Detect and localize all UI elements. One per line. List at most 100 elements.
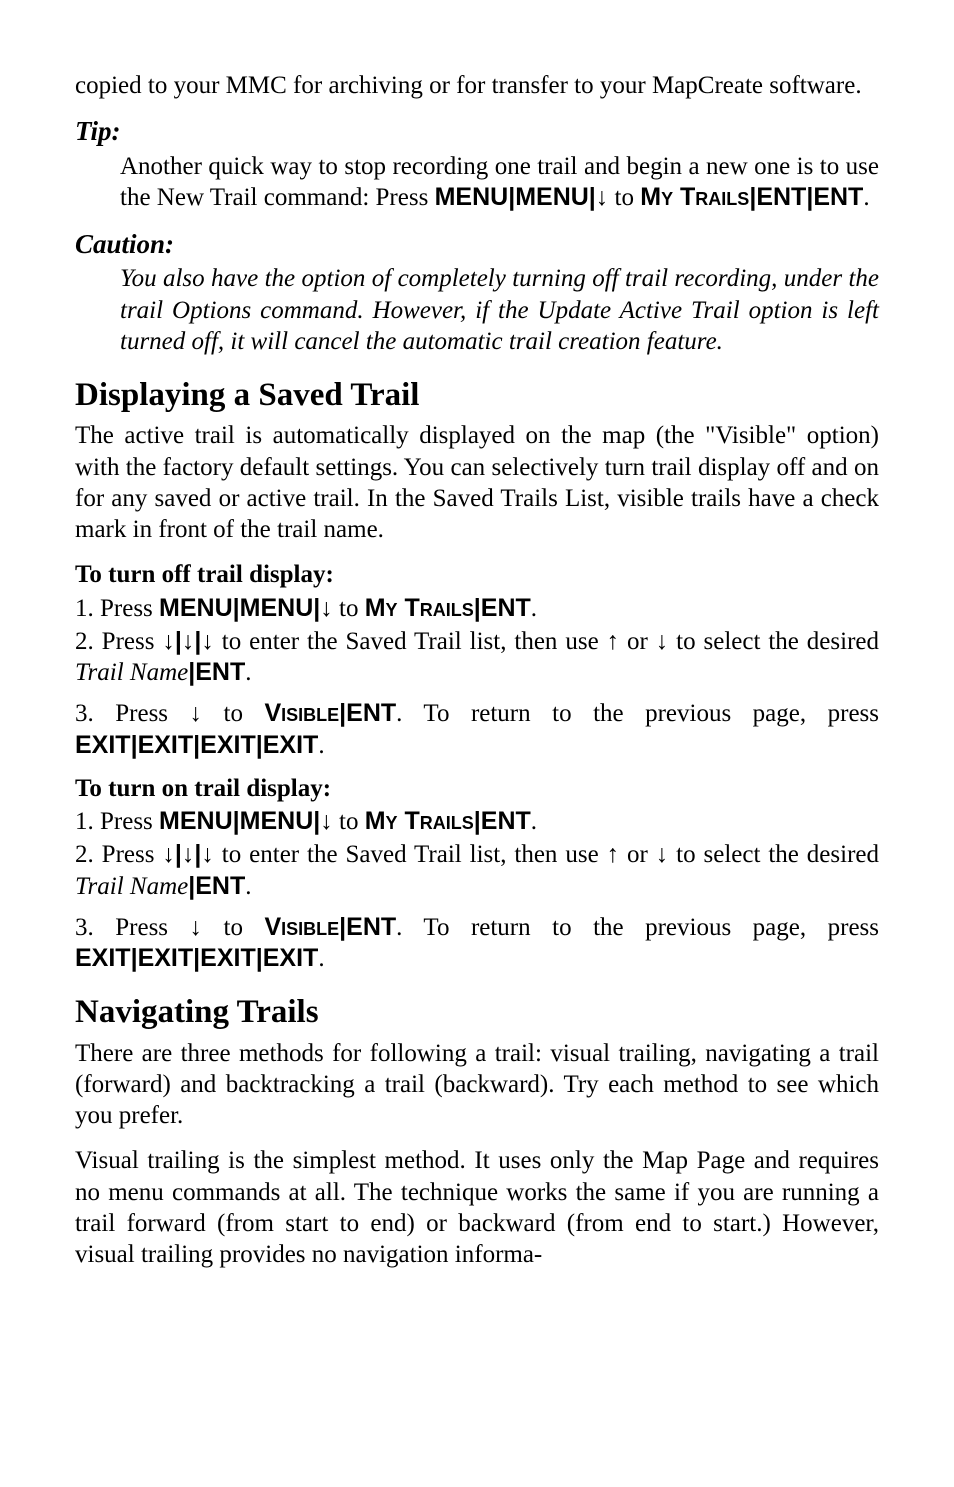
- on-s1-to: to: [333, 808, 365, 835]
- intro-paragraph: copied to your MMC for archiving or for …: [75, 70, 879, 101]
- key-exit-2: EXIT: [138, 731, 194, 759]
- arrow-down-icon: ↓: [320, 808, 333, 835]
- key-sep-2: |: [131, 731, 138, 759]
- caution-label: Caution:: [75, 228, 879, 262]
- off-s3-pre: 3. Press: [75, 700, 190, 727]
- key-ent: ENT: [195, 872, 245, 900]
- key-exit-3: EXIT: [200, 944, 256, 972]
- key-my: My: [365, 594, 405, 622]
- arrow-down-icon-3: ↓: [201, 841, 214, 868]
- off-s2-period: .: [245, 659, 251, 686]
- arrow-down-icon: ↓: [162, 841, 175, 868]
- key-exit-4: EXIT: [263, 731, 319, 759]
- on-s1-pre: 1. Press: [75, 808, 159, 835]
- trail-name-italic: Trail Name: [75, 659, 188, 686]
- tip-body: Another quick way to stop recording one …: [75, 151, 879, 214]
- on-s3-to: to: [202, 914, 264, 941]
- key-sep: |: [233, 594, 240, 622]
- key-sep: |: [175, 840, 182, 868]
- on-step-1: 1. Press MENU|MENU|↓ to My Trails|ENT.: [75, 806, 879, 837]
- key-trails: Trails: [405, 807, 474, 835]
- key-menu: MENU: [435, 183, 509, 211]
- key-visible: Visible: [264, 699, 339, 727]
- arrow-down-icon: ↓: [596, 184, 609, 211]
- key-sep-3: |: [474, 594, 481, 622]
- key-sep-2: |: [589, 183, 596, 211]
- off-step-2: 2. Press ↓|↓|↓ to enter the Saved Trail …: [75, 626, 879, 689]
- key-sep: |: [233, 807, 240, 835]
- off-s1-period: .: [531, 595, 537, 622]
- key-exit-4: EXIT: [263, 944, 319, 972]
- off-s2-or: or: [619, 628, 656, 655]
- on-s3-mid: . To return to the previous page, press: [396, 914, 879, 941]
- nav-p1: There are three methods for following a …: [75, 1038, 879, 1132]
- tip-label: Tip:: [75, 115, 879, 149]
- off-s1-to: to: [333, 595, 365, 622]
- key-exit-3: EXIT: [200, 731, 256, 759]
- arrow-down-icon-2: ↓: [182, 841, 195, 868]
- key-ent: ENT: [346, 913, 396, 941]
- key-sep-4: |: [256, 944, 263, 972]
- arrow-down-icon-2: ↓: [182, 628, 195, 655]
- key-menu: MENU: [159, 594, 233, 622]
- off-step-3: 3. Press ↓ to Visible|ENT. To return to …: [75, 698, 879, 761]
- key-sep-2: |: [131, 944, 138, 972]
- key-exit: EXIT: [75, 944, 131, 972]
- key-menu: MENU: [159, 807, 233, 835]
- heading-displaying-saved-trail: Displaying a Saved Trail: [75, 375, 879, 416]
- off-s1-pre: 1. Press: [75, 595, 159, 622]
- arrow-down-icon-3: ↓: [201, 628, 214, 655]
- arrow-down-icon-4: ↓: [656, 841, 669, 868]
- page-root: copied to your MMC for archiving or for …: [0, 0, 954, 1487]
- subhead-turn-on: To turn on trail display:: [75, 773, 879, 804]
- on-s1-period: .: [531, 808, 537, 835]
- arrow-down-icon: ↓: [162, 628, 175, 655]
- key-exit-2: EXIT: [138, 944, 194, 972]
- key-ent: ENT: [346, 699, 396, 727]
- heading-navigating-trails: Navigating Trails: [75, 992, 879, 1033]
- trail-name-italic: Trail Name: [75, 873, 188, 900]
- tip-to: to: [608, 184, 640, 211]
- key-menu-2: MENU: [515, 183, 589, 211]
- caution-body: You also have the option of completely t…: [75, 263, 879, 357]
- on-step-2: 2. Press ↓|↓|↓ to enter the Saved Trail …: [75, 839, 879, 902]
- arrow-down-icon-4: ↓: [656, 628, 669, 655]
- key-ent: ENT: [195, 658, 245, 686]
- on-s3-pre: 3. Press: [75, 914, 190, 941]
- arrow-up-icon: ↑: [607, 628, 620, 655]
- off-s3-mid: . To return to the previous page, press: [396, 700, 879, 727]
- on-s2-or: or: [619, 841, 656, 868]
- displaying-body: The active trail is automatically displa…: [75, 420, 879, 545]
- key-menu-2: MENU: [240, 807, 314, 835]
- key-trails: Trails: [680, 183, 749, 211]
- on-step-3: 3. Press ↓ to Visible|ENT. To return to …: [75, 912, 879, 975]
- on-s2-post: to select the desired: [668, 841, 879, 868]
- key-ent: ENT: [756, 183, 806, 211]
- key-sep: |: [175, 627, 182, 655]
- on-s2-mid: to enter the Saved Trail list, then use: [214, 841, 607, 868]
- off-s3-to: to: [202, 700, 264, 727]
- arrow-down-icon: ↓: [190, 914, 203, 941]
- key-my: My: [365, 807, 405, 835]
- key-trails: Trails: [405, 594, 474, 622]
- off-s2-post: to select the desired: [668, 628, 879, 655]
- key-exit: EXIT: [75, 731, 131, 759]
- key-my: My: [640, 183, 680, 211]
- key-ent-2: ENT: [813, 183, 863, 211]
- arrow-down-icon: ↓: [190, 700, 203, 727]
- arrow-up-icon: ↑: [607, 841, 620, 868]
- on-s2-period: .: [245, 873, 251, 900]
- key-sep-3: |: [474, 807, 481, 835]
- off-step-1: 1. Press MENU|MENU|↓ to My Trails|ENT.: [75, 593, 879, 624]
- arrow-down-icon: ↓: [320, 595, 333, 622]
- off-s2-pre: 2. Press: [75, 628, 162, 655]
- nav-p2: Visual trailing is the simplest method. …: [75, 1145, 879, 1270]
- on-s3-period: .: [318, 945, 324, 972]
- key-menu-2: MENU: [240, 594, 314, 622]
- key-sep-4: |: [256, 731, 263, 759]
- tip-period: .: [863, 184, 869, 211]
- key-ent: ENT: [481, 807, 531, 835]
- off-s3-period: .: [318, 732, 324, 759]
- key-ent: ENT: [481, 594, 531, 622]
- key-visible: Visible: [264, 913, 339, 941]
